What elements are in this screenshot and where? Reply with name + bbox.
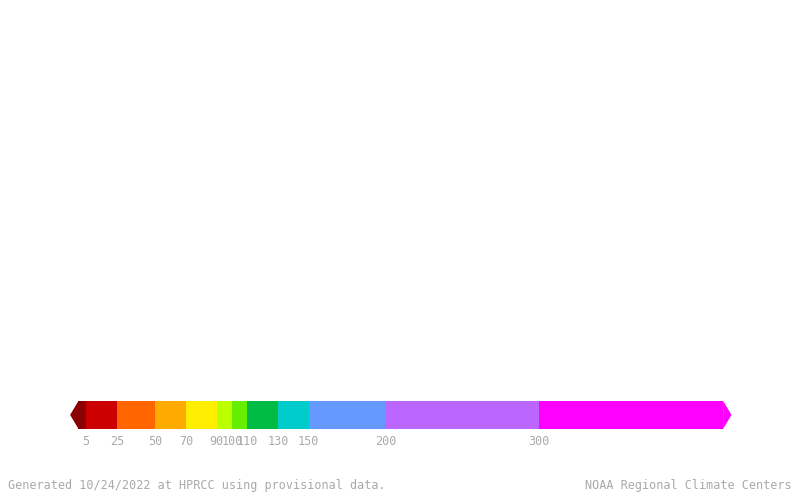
Text: 25: 25 bbox=[110, 435, 124, 448]
Text: 200: 200 bbox=[374, 435, 396, 448]
Bar bbox=[309, 401, 386, 429]
Bar bbox=[217, 401, 232, 429]
Polygon shape bbox=[723, 401, 731, 429]
Text: NOAA Regional Climate Centers: NOAA Regional Climate Centers bbox=[586, 479, 792, 492]
Bar bbox=[539, 401, 723, 429]
Bar bbox=[386, 401, 539, 429]
Text: 70: 70 bbox=[179, 435, 193, 448]
Text: 300: 300 bbox=[528, 435, 550, 448]
Text: 110: 110 bbox=[237, 435, 258, 448]
Bar bbox=[232, 401, 247, 429]
Bar bbox=[117, 401, 155, 429]
Text: 130: 130 bbox=[267, 435, 289, 448]
Text: 150: 150 bbox=[298, 435, 319, 448]
Polygon shape bbox=[70, 401, 78, 429]
Text: 5: 5 bbox=[82, 435, 90, 448]
Text: 90: 90 bbox=[210, 435, 224, 448]
Bar bbox=[247, 401, 278, 429]
Bar bbox=[186, 401, 217, 429]
Bar bbox=[155, 401, 186, 429]
Text: Generated 10/24/2022 at HPRCC using provisional data.: Generated 10/24/2022 at HPRCC using prov… bbox=[8, 479, 386, 492]
Bar bbox=[86, 401, 117, 429]
Bar bbox=[278, 401, 309, 429]
Text: 50: 50 bbox=[148, 435, 162, 448]
Text: 100: 100 bbox=[222, 435, 242, 448]
Bar bbox=[78, 401, 86, 429]
